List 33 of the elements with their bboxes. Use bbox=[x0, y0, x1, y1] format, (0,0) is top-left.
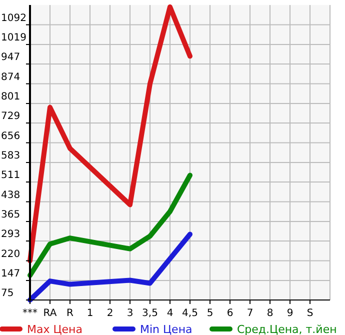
x-tick-label: 7 bbox=[246, 308, 254, 319]
y-tick-label: 365 bbox=[1, 210, 20, 221]
y-tick-label: 1092 bbox=[1, 12, 26, 24]
x-tick-label: RA bbox=[43, 308, 57, 319]
x-tick-label: 9 bbox=[286, 308, 294, 319]
x-tick-label: S bbox=[306, 308, 314, 319]
y-tick-label: 656 bbox=[1, 130, 20, 142]
x-tick-label: 1 bbox=[86, 308, 94, 319]
y-tick-label: 1019 bbox=[1, 32, 26, 44]
legend-label: Min Цена bbox=[140, 323, 192, 335]
x-tick-label: R bbox=[66, 308, 74, 319]
y-tick-label: 438 bbox=[1, 190, 20, 201]
x-tick-label: 5 bbox=[206, 308, 214, 319]
x-tick-label: 3,5 bbox=[142, 308, 158, 319]
y-tick-label: 729 bbox=[1, 111, 20, 122]
y-tick-label: 874 bbox=[1, 72, 20, 83]
x-tick-label: 2 bbox=[106, 308, 114, 319]
x-tick-label: 4 bbox=[166, 308, 174, 319]
y-tick-label: 947 bbox=[1, 52, 20, 63]
x-tick-label: 4,5 bbox=[182, 308, 198, 319]
y-tick-label: 75 bbox=[1, 288, 14, 299]
x-tick-label: 8 bbox=[266, 308, 274, 319]
y-tick-label: 147 bbox=[1, 268, 20, 280]
y-tick-label: 293 bbox=[1, 229, 20, 240]
y-tick-label: 220 bbox=[1, 248, 20, 260]
legend-label: Max Цена bbox=[27, 323, 82, 335]
y-tick-label: 801 bbox=[1, 92, 20, 103]
y-tick-label: 583 bbox=[1, 150, 20, 162]
x-tick-label: 6 bbox=[226, 308, 234, 319]
x-tick-label: *** bbox=[22, 308, 38, 319]
y-tick-label: 511 bbox=[1, 170, 20, 181]
x-tick-label: 3 bbox=[126, 308, 134, 319]
legend-label: Сред.Цена, т.йен bbox=[237, 323, 337, 335]
